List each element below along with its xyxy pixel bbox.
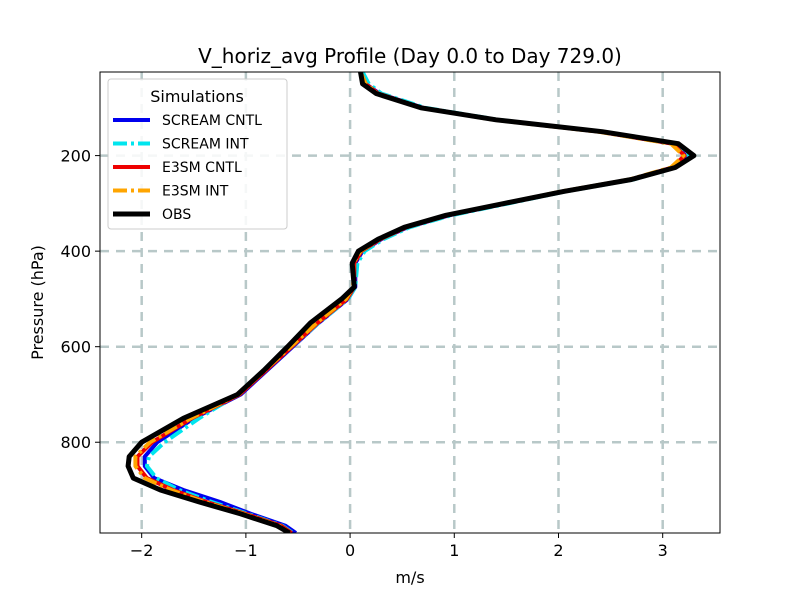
x-axis: −2 −1 0 1 2 3 <box>130 533 668 560</box>
y-tick-label: 400 <box>60 242 91 261</box>
legend-items: SCREAM CNTL SCREAM INT E3SM CNTL E3SM INT OB… <box>113 113 262 223</box>
legend-label: OBS <box>162 207 191 223</box>
y-tick-label: 800 <box>60 433 91 452</box>
y-tick-label: 600 <box>60 338 91 357</box>
x-tick-label: 0 <box>345 541 355 560</box>
y-axis-title: Pressure (hPa) <box>28 245 47 360</box>
series-line-obs <box>125 72 697 533</box>
x-tick-label: −1 <box>234 541 258 560</box>
plot-frame <box>99 71 721 534</box>
legend-label: E3SM CNTL <box>162 160 242 176</box>
series-line-scream-int <box>144 72 690 533</box>
x-tick-label: 2 <box>553 541 563 560</box>
x-axis-title: m/s <box>395 568 424 587</box>
y-axis: 200 400 600 800 <box>60 147 100 452</box>
x-tick-label: −2 <box>130 541 154 560</box>
legend-label: E3SM INT <box>162 184 229 200</box>
legend-box <box>107 78 288 230</box>
legend: Simulations SCREAM CNTL SCREAM INT E3SM CN… <box>107 78 288 230</box>
x-tick-label: 3 <box>658 541 668 560</box>
y-tick-label: 200 <box>60 147 91 166</box>
series-layer <box>125 72 697 533</box>
legend-label: SCREAM CNTL <box>162 113 262 129</box>
chart-title: V_horiz_avg Profile (Day 0.0 to Day 729.… <box>198 44 622 68</box>
legend-title: Simulations <box>150 87 244 106</box>
legend-label: SCREAM INT <box>162 137 249 153</box>
x-tick-label: 1 <box>449 541 459 560</box>
